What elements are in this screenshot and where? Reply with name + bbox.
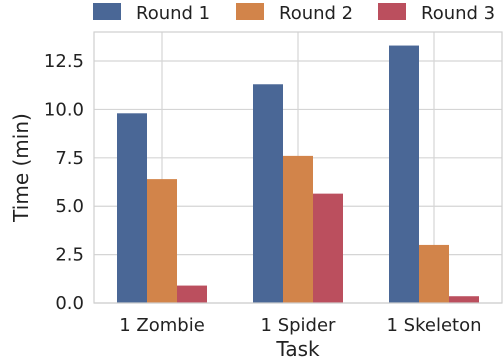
x-tick-label: 1 Spider xyxy=(261,315,337,336)
bar-round-1-1-zombie xyxy=(117,113,147,303)
legend-item-round-2: Round 2 xyxy=(236,3,353,24)
y-tick-label: 12.5 xyxy=(44,51,84,72)
y-tick-label: 10.0 xyxy=(44,99,84,120)
y-tick-label: 0.0 xyxy=(55,293,84,314)
bar-round-3-1-spider xyxy=(313,193,343,303)
bar-round-2-1-spider xyxy=(283,155,313,303)
bar-round-3-1-zombie xyxy=(177,285,207,303)
legend-swatch xyxy=(93,3,121,20)
legend-item-round-3: Round 3 xyxy=(378,3,495,24)
y-axis-label: Time (min) xyxy=(9,113,33,223)
bar-round-1-1-spider xyxy=(253,84,283,303)
x-tick-label: 1 Zombie xyxy=(119,315,205,336)
legend: Round 1 Round 2 Round 3 xyxy=(93,3,495,24)
y-tick-label: 5.0 xyxy=(55,196,84,217)
legend-swatch xyxy=(236,3,264,20)
legend-label: Round 1 xyxy=(136,3,210,24)
x-axis-ticks: 1 Zombie 1 Spider 1 Skeleton xyxy=(119,315,481,336)
y-axis-ticks: 0.0 2.5 5.0 7.5 10.0 12.5 xyxy=(44,51,84,314)
legend-item-round-1: Round 1 xyxy=(93,3,210,24)
plot-frame xyxy=(93,31,503,304)
bar-round-2-1-skeleton xyxy=(419,244,449,303)
legend-label: Round 3 xyxy=(421,3,495,24)
legend-label: Round 2 xyxy=(279,3,353,24)
plot-border xyxy=(93,31,503,304)
x-tick-label: 1 Skeleton xyxy=(386,315,481,336)
bar-round-2-1-zombie xyxy=(147,179,177,303)
bar-round-1-1-skeleton xyxy=(389,45,419,304)
bars xyxy=(117,45,479,304)
bar-round-3-1-skeleton xyxy=(449,296,479,303)
y-tick-label: 2.5 xyxy=(55,245,84,266)
x-axis-label: Task xyxy=(275,337,320,361)
legend-swatch xyxy=(378,3,406,20)
y-tick-label: 7.5 xyxy=(55,148,84,169)
